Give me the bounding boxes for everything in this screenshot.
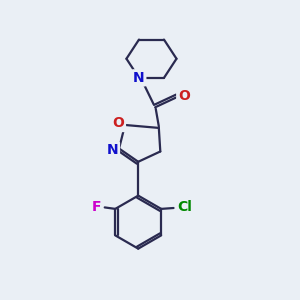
Text: Cl: Cl bbox=[177, 200, 192, 214]
Text: N: N bbox=[133, 71, 145, 85]
Text: N: N bbox=[107, 143, 118, 157]
Text: O: O bbox=[178, 88, 190, 103]
Text: F: F bbox=[92, 200, 101, 214]
Text: O: O bbox=[112, 116, 124, 130]
